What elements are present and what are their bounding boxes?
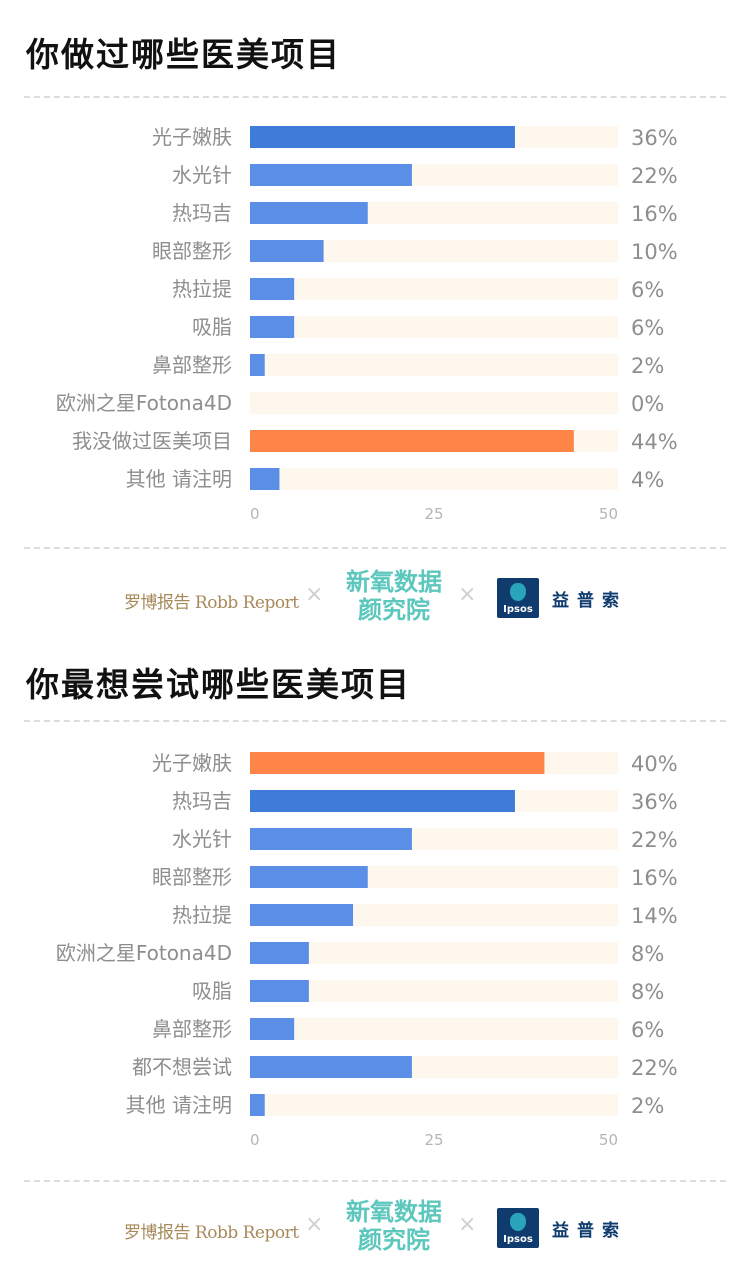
bar-track — [250, 1094, 618, 1116]
bar-track — [250, 392, 618, 414]
bar-track — [250, 240, 618, 262]
category-label: 眼部整形 — [152, 239, 232, 263]
bar-track — [250, 980, 618, 1002]
bar — [250, 1018, 295, 1040]
category-label: 水光针 — [172, 827, 232, 851]
value-label: 6% — [631, 1018, 664, 1042]
bar — [250, 468, 280, 490]
partner-logos-2: 罗博报告 Robb Report × 新氧数据 颜究院 × Ipsos 益普索 — [0, 1196, 750, 1266]
x-tick-label: 25 — [424, 505, 443, 523]
bar — [250, 790, 515, 812]
value-label: 22% — [631, 1056, 678, 1080]
value-label: 16% — [631, 202, 678, 226]
bar — [250, 980, 309, 1002]
value-label: 22% — [631, 828, 678, 852]
bar-track — [250, 278, 618, 300]
category-label: 热玛吉 — [172, 789, 232, 813]
category-label: 眼部整形 — [152, 865, 232, 889]
x-tick-label: 50 — [599, 505, 618, 523]
bar — [250, 240, 324, 262]
ipsos-logo: Ipsos — [497, 1208, 539, 1248]
times-icon: × — [458, 582, 477, 607]
category-label: 我没做过医美项目 — [72, 429, 232, 453]
value-label: 6% — [631, 316, 664, 340]
divider-bottom-1 — [24, 547, 726, 549]
value-label: 4% — [631, 468, 664, 492]
bar — [250, 752, 545, 774]
bar — [250, 316, 295, 338]
ipsos-name: 益普索 — [552, 1221, 627, 1241]
bar — [250, 430, 574, 452]
chart-1-title: 你做过哪些医美项目 — [26, 35, 341, 74]
value-label: 2% — [631, 354, 664, 378]
category-label: 欧洲之星Fotona4D — [56, 941, 232, 965]
bar-track — [250, 1018, 618, 1040]
bar-track — [250, 942, 618, 964]
bar — [250, 942, 309, 964]
x-tick-label: 0 — [250, 1131, 260, 1149]
category-label: 都不想尝试 — [132, 1055, 232, 1079]
ipsos-emblem-icon — [510, 583, 526, 601]
category-label: 鼻部整形 — [152, 1017, 232, 1041]
value-label: 8% — [631, 980, 664, 1004]
category-label: 光子嫩肤 — [152, 751, 232, 775]
value-label: 36% — [631, 126, 678, 150]
value-label: 36% — [631, 790, 678, 814]
x-tick-label: 0 — [250, 505, 260, 523]
xinyang-logo: 新氧数据 颜究院 — [346, 1198, 442, 1254]
ipsos-name: 益普索 — [552, 591, 627, 611]
category-label: 鼻部整形 — [152, 353, 232, 377]
category-label: 其他 请注明 — [126, 467, 232, 491]
value-label: 6% — [631, 278, 664, 302]
robb-report-logo: 罗博报告 Robb Report — [124, 1223, 299, 1243]
value-label: 44% — [631, 430, 678, 454]
bar — [250, 202, 368, 224]
chart-2: 光子嫩肤 40% 热玛吉 36% 水光针 22% 眼部整形 16% 热拉提 14% 欧洲之星Foto… — [56, 751, 678, 1149]
category-label: 其他 请注明 — [126, 1093, 232, 1117]
value-label: 10% — [631, 240, 678, 264]
ipsos-logo: Ipsos — [497, 578, 539, 618]
bar-track — [250, 468, 618, 490]
times-icon: × — [305, 1212, 324, 1237]
category-label: 光子嫩肤 — [152, 125, 232, 149]
value-label: 14% — [631, 904, 678, 928]
ipsos-emblem-icon — [510, 1213, 526, 1231]
value-label: 22% — [631, 164, 678, 188]
category-label: 热拉提 — [172, 903, 232, 927]
robb-report-logo: 罗博报告 Robb Report — [124, 593, 299, 613]
x-tick-label: 25 — [424, 1131, 443, 1149]
value-label: 0% — [631, 392, 664, 416]
bar — [250, 904, 354, 926]
value-label: 2% — [631, 1094, 664, 1118]
bar-track — [250, 316, 618, 338]
divider-bottom-2 — [24, 1180, 726, 1182]
category-label: 水光针 — [172, 163, 232, 187]
bar — [250, 828, 412, 850]
partner-logos-1: 罗博报告 Robb Report × 新氧数据 颜究院 × Ipsos 益普索 — [0, 566, 750, 636]
bar — [250, 278, 295, 300]
times-icon: × — [458, 1212, 477, 1237]
divider-top-2 — [24, 720, 726, 722]
times-icon: × — [305, 582, 324, 607]
value-label: 40% — [631, 752, 678, 776]
chart-1: 光子嫩肤 36% 水光针 22% 热玛吉 16% 眼部整形 10% 热拉提 6% 吸脂 6% 鼻部整形 2… — [56, 125, 678, 523]
category-label: 吸脂 — [192, 979, 232, 1003]
category-label: 热玛吉 — [172, 201, 232, 225]
bar — [250, 354, 265, 376]
divider-top-1 — [24, 96, 726, 98]
category-label: 欧洲之星Fotona4D — [56, 391, 232, 415]
value-label: 8% — [631, 942, 664, 966]
bar — [250, 1094, 265, 1116]
xinyang-logo: 新氧数据 颜究院 — [346, 568, 442, 624]
category-label: 吸脂 — [192, 315, 232, 339]
bar-track — [250, 354, 618, 376]
value-label: 16% — [631, 866, 678, 890]
chart-2-title: 你最想尝试哪些医美项目 — [26, 665, 411, 704]
category-label: 热拉提 — [172, 277, 232, 301]
bar — [250, 126, 515, 148]
x-tick-label: 50 — [599, 1131, 618, 1149]
bar — [250, 164, 412, 186]
bar — [250, 1056, 412, 1078]
bar — [250, 866, 368, 888]
